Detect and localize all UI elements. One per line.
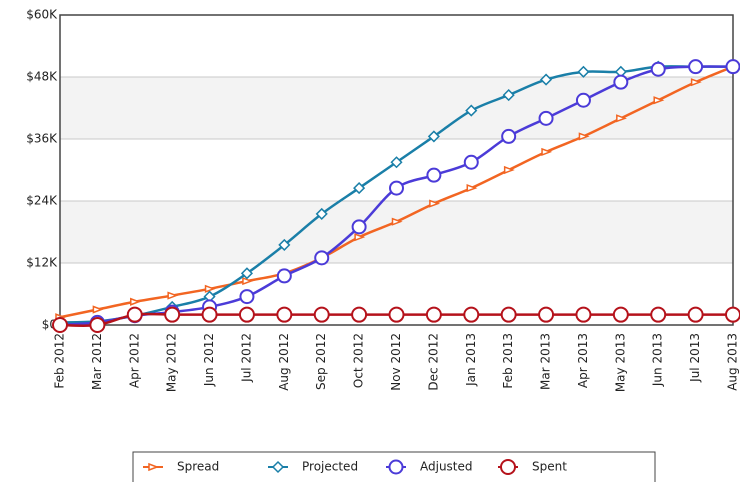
- legend: Spread Projected Adjusted Spent: [132, 451, 656, 482]
- x-tick-label: Feb 2012: [53, 333, 67, 389]
- marker: [239, 289, 255, 305]
- x-tick-label: Apr 2013: [576, 333, 590, 388]
- marker: [164, 306, 181, 323]
- legend-label: Spent: [532, 460, 567, 474]
- marker: [503, 165, 515, 175]
- marker: [463, 154, 479, 170]
- marker: [271, 460, 285, 474]
- marker: [89, 317, 106, 333]
- legend-label: Adjusted: [420, 460, 473, 474]
- marker: [353, 182, 366, 195]
- marker: [500, 459, 516, 475]
- x-tick-label: Jul 2012: [239, 333, 253, 383]
- marker: [204, 284, 216, 293]
- marker: [575, 306, 592, 323]
- marker: [389, 180, 404, 196]
- y-tick-label: $24K: [26, 194, 58, 208]
- x-tick-label: Dec 2012: [426, 333, 440, 391]
- marker: [351, 219, 367, 235]
- x-tick-label: Jan 2013: [464, 333, 478, 387]
- marker: [653, 96, 665, 105]
- marker: [538, 110, 554, 126]
- y-tick-label: $12K: [26, 256, 58, 270]
- marker: [578, 132, 590, 141]
- marker: [612, 306, 629, 323]
- marker: [502, 89, 515, 102]
- marker: [390, 156, 403, 169]
- marker: [687, 306, 704, 323]
- marker: [276, 268, 292, 284]
- marker: [167, 291, 179, 300]
- marker: [388, 306, 405, 323]
- marker: [541, 147, 553, 156]
- marker: [688, 59, 704, 75]
- marker: [690, 78, 702, 87]
- y-tick-label: $60K: [26, 8, 58, 22]
- marker: [238, 306, 255, 323]
- marker: [426, 167, 442, 183]
- y-tick-label: $36K: [26, 132, 58, 146]
- marker: [351, 306, 368, 323]
- marker: [613, 74, 629, 90]
- marker: [52, 317, 68, 333]
- x-tick-label: Mar 2012: [90, 333, 104, 390]
- plot-band: [60, 77, 733, 139]
- marker: [650, 306, 667, 323]
- x-tick-label: Aug 2012: [277, 333, 291, 391]
- marker: [278, 238, 291, 251]
- x-tick-label: Jun 2013: [651, 333, 665, 387]
- series: [52, 306, 740, 333]
- marker: [501, 128, 517, 144]
- x-tick-label: May 2013: [613, 333, 627, 392]
- marker: [92, 305, 104, 314]
- marker: [315, 207, 328, 220]
- marker: [126, 306, 143, 323]
- plot-frame: [59, 14, 734, 326]
- marker: [616, 114, 627, 123]
- marker: [725, 59, 740, 75]
- marker: [425, 306, 442, 323]
- marker: [577, 65, 590, 78]
- marker: [201, 306, 218, 323]
- x-tick-label: Apr 2012: [127, 333, 141, 388]
- marker: [539, 73, 553, 86]
- legend-label: Spread: [177, 460, 219, 474]
- x-tick-label: Feb 2013: [501, 333, 515, 389]
- marker: [130, 297, 141, 306]
- marker: [463, 306, 480, 323]
- marker: [466, 184, 478, 193]
- marker: [650, 61, 666, 77]
- x-tick-label: Oct 2012: [352, 333, 366, 388]
- legend-label: Projected: [302, 460, 358, 474]
- marker: [575, 92, 591, 108]
- x-tick-label: May 2012: [165, 333, 179, 392]
- x-tick-label: Sep 2012: [314, 333, 328, 390]
- marker: [538, 306, 555, 323]
- marker: [242, 277, 254, 286]
- x-tick-label: Jul 2013: [688, 333, 702, 383]
- marker: [276, 306, 293, 323]
- marker: [313, 306, 330, 323]
- x-tick-label: Jun 2012: [202, 333, 216, 387]
- x-tick-label: Nov 2012: [389, 333, 403, 391]
- plot-band: [60, 201, 733, 263]
- x-tick-label: Mar 2013: [539, 333, 553, 390]
- marker: [429, 199, 441, 208]
- marker: [725, 306, 740, 323]
- marker: [314, 250, 330, 266]
- marker: [465, 104, 478, 117]
- marker: [148, 462, 160, 472]
- marker: [500, 306, 517, 323]
- y-tick-label: $48K: [26, 70, 58, 84]
- marker: [427, 130, 440, 143]
- marker: [388, 459, 404, 475]
- marker: [240, 267, 254, 280]
- x-tick-label: Aug 2013: [726, 333, 740, 391]
- marker: [391, 217, 403, 226]
- marker: [354, 233, 366, 242]
